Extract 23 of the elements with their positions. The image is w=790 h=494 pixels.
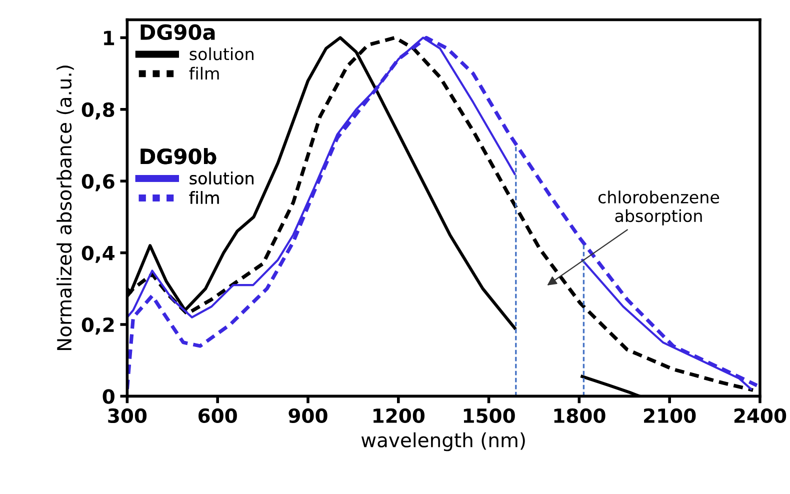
x-tick-label: 1800 bbox=[554, 408, 606, 424]
text: DG90a bbox=[140, 24, 215, 40]
legend-label: film bbox=[189, 191, 219, 204]
y-tick-label: 1 bbox=[104, 30, 114, 46]
x-tick-label: 600 bbox=[198, 408, 237, 424]
y-tick-label: 0 bbox=[102, 389, 114, 404]
x-tick-label: 1500 bbox=[464, 408, 515, 424]
x-tick-label: 1200 bbox=[374, 408, 425, 424]
legend-label: solution bbox=[190, 47, 254, 60]
legend-label: film bbox=[189, 66, 219, 80]
x-tick-label: 2400 bbox=[734, 408, 786, 424]
y-tick-label: 0,4 bbox=[82, 246, 114, 263]
legend-label: solution bbox=[190, 172, 254, 185]
x-tick-label: 300 bbox=[108, 408, 147, 424]
y-tick-label: 0,2 bbox=[82, 317, 114, 335]
y-tick-label: 0,8 bbox=[82, 102, 114, 120]
x-tick-label: 900 bbox=[288, 408, 328, 424]
text: DG90b bbox=[140, 148, 216, 164]
x-tick-label: 2100 bbox=[644, 408, 696, 424]
y-tick-label: 0,6 bbox=[82, 174, 114, 192]
annotation: chlorobenzene absorption bbox=[598, 190, 720, 226]
y-axis-title: Normalized absorbance (a.u.) bbox=[56, 66, 74, 350]
x-axis-title: wavelength (nm) bbox=[361, 432, 525, 452]
